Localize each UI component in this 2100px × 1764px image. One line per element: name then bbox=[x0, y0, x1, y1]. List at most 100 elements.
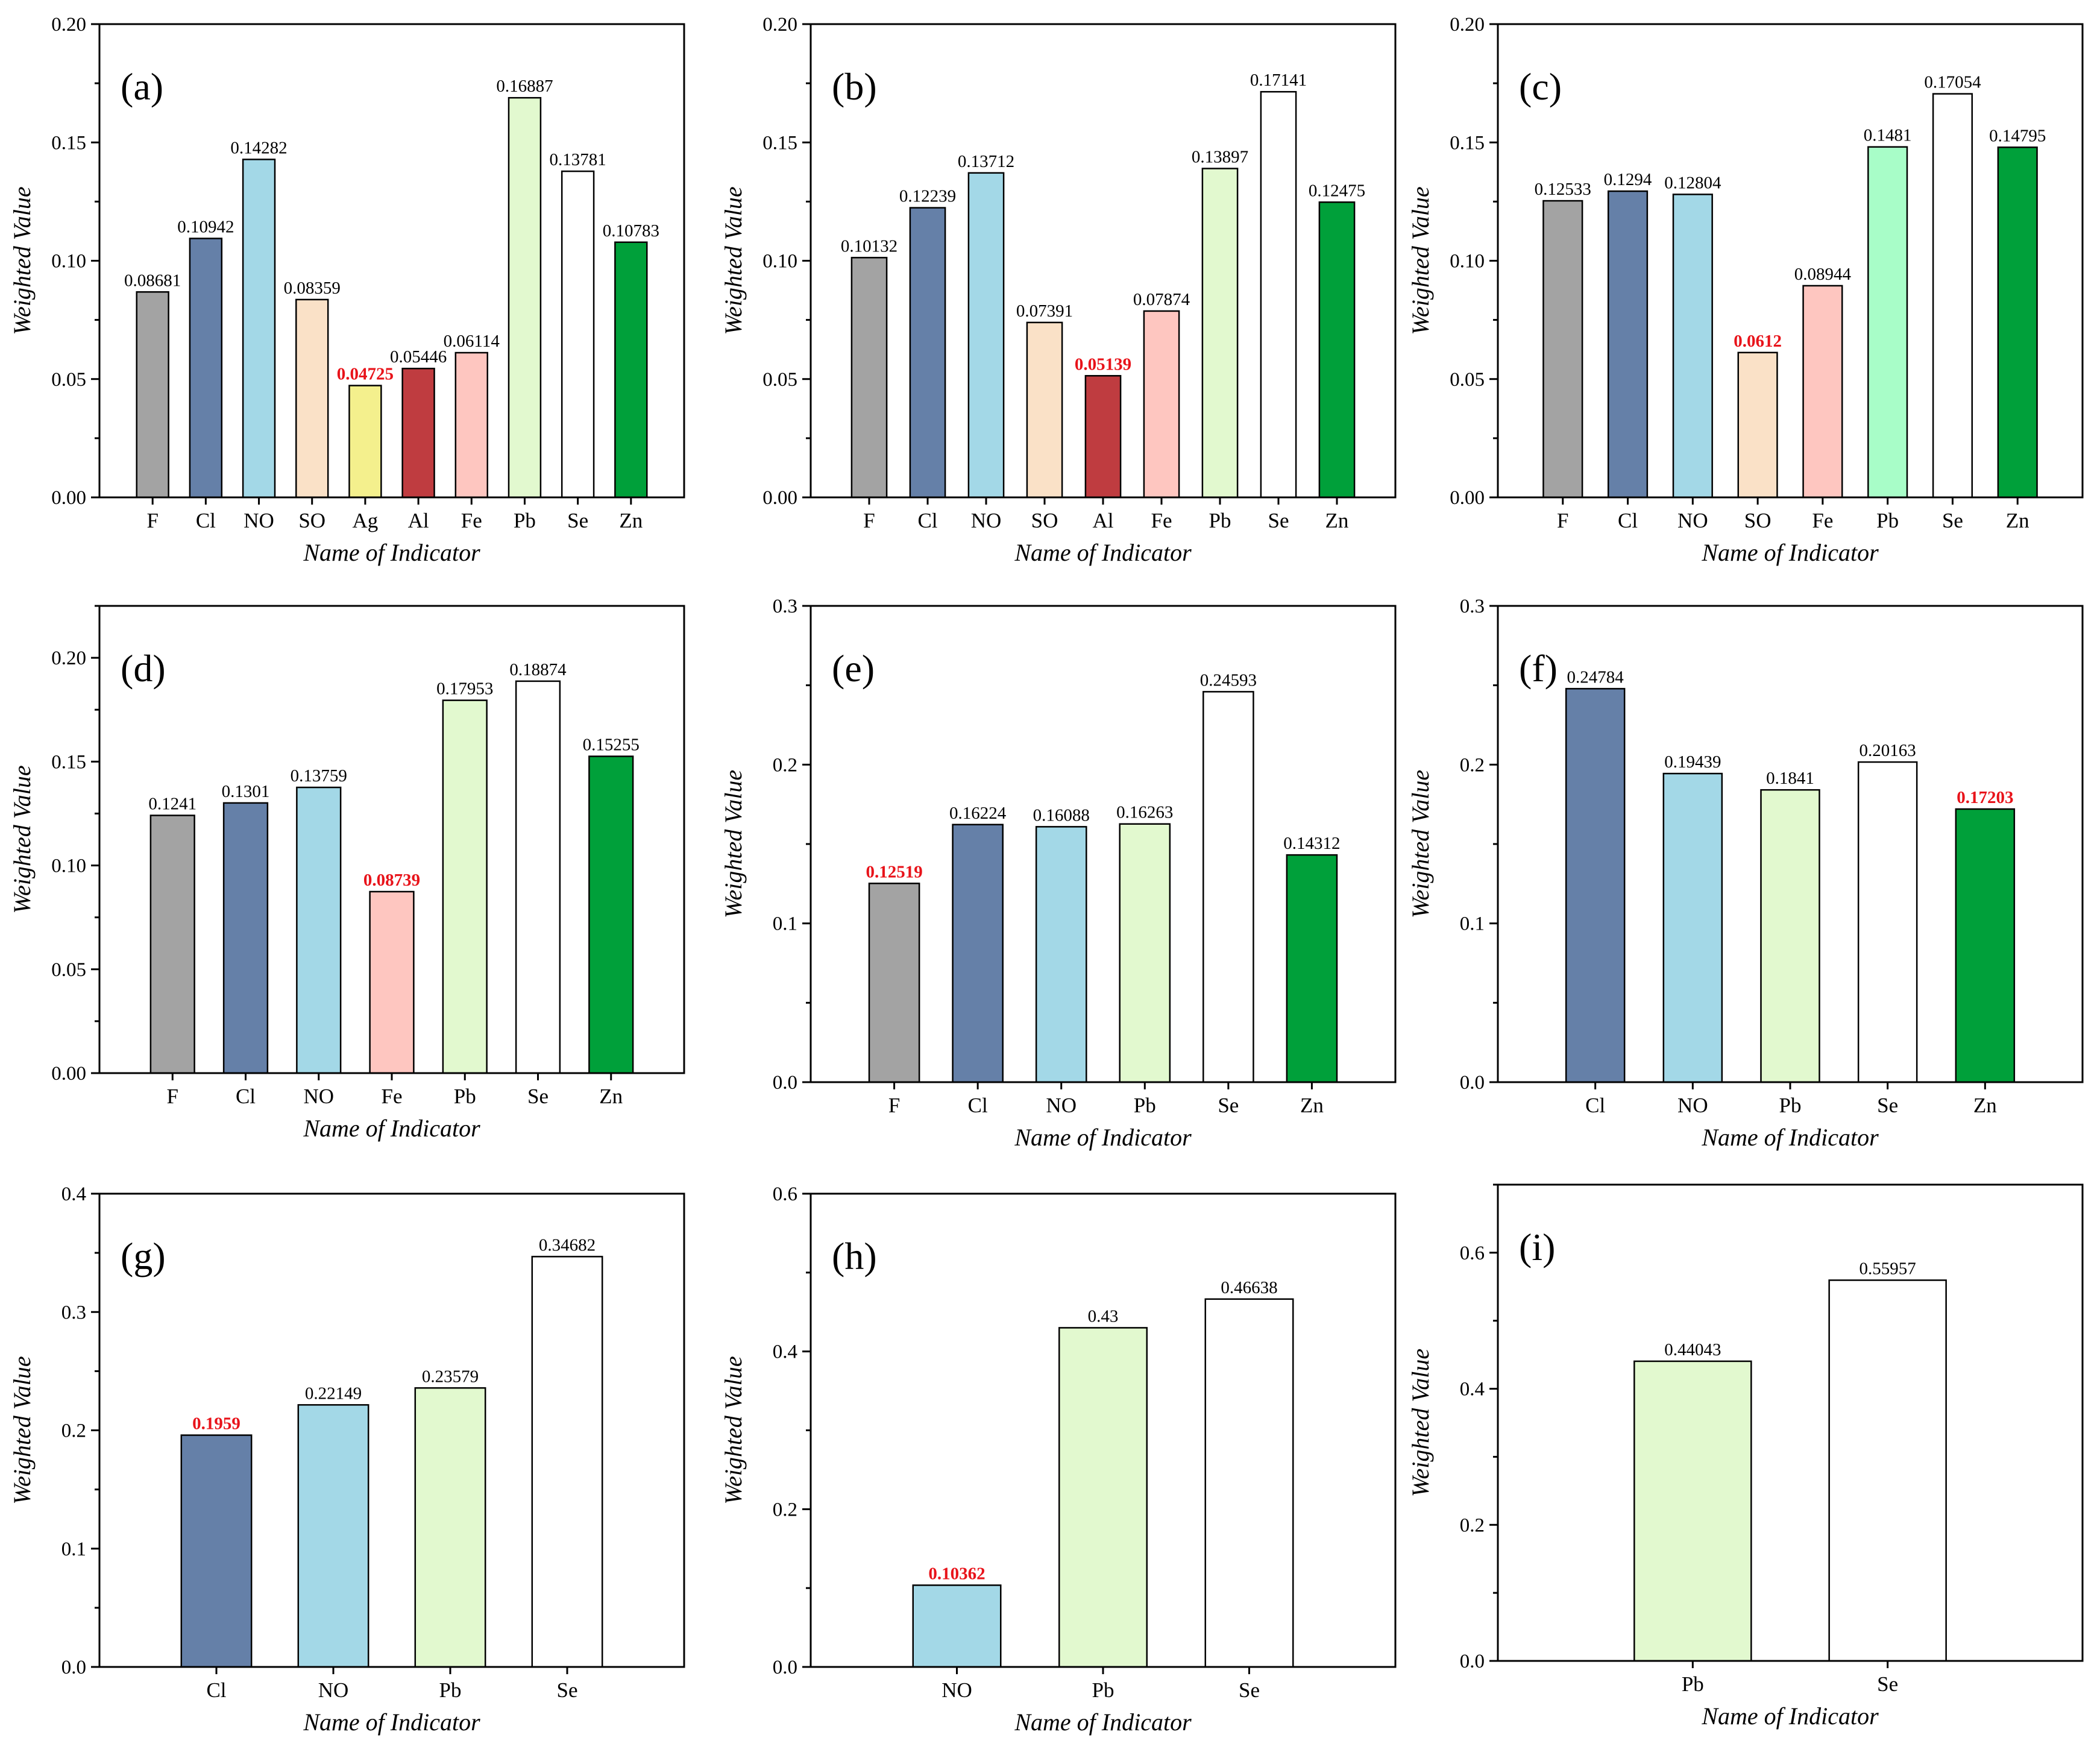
x-tick-label-e-no: NO bbox=[1046, 1094, 1077, 1117]
x-axis-title-h: Name of Indicator bbox=[1014, 1709, 1192, 1736]
plot-frame-c bbox=[1497, 23, 2084, 499]
x-tick-label-a-se: Se bbox=[567, 509, 588, 532]
y-tick-label-c-3: 0.15 bbox=[1450, 132, 1485, 154]
bar-d-no bbox=[296, 786, 342, 1074]
x-tick-label-d-pb: Pb bbox=[454, 1085, 476, 1108]
panel-label-b: (b) bbox=[832, 65, 877, 108]
value-label-a-ag: 0.04725 bbox=[337, 365, 394, 384]
bar-b-f bbox=[850, 257, 888, 499]
x-tick-label-e-zn: Zn bbox=[1300, 1094, 1324, 1117]
panel-label-g: (g) bbox=[121, 1235, 166, 1277]
bar-a-ag bbox=[348, 385, 382, 499]
x-tick-label-g-se: Se bbox=[557, 1678, 578, 1702]
y-tick-label-b-0: 0.00 bbox=[762, 487, 797, 509]
y-axis-title-i: Weighted Value bbox=[1407, 1349, 1434, 1497]
bar-a-se bbox=[561, 170, 595, 499]
plot-frame-g bbox=[98, 1192, 685, 1668]
bar-a-so bbox=[295, 298, 329, 499]
bar-a-cl bbox=[189, 238, 223, 499]
y-tick-label-h-2: 0.4 bbox=[773, 1341, 797, 1363]
y-tick-label-h-0: 0.0 bbox=[773, 1657, 797, 1678]
x-axis-title-i: Name of Indicator bbox=[1701, 1703, 1879, 1730]
plot-frame-d bbox=[98, 605, 685, 1074]
x-tick-label-h-pb: Pb bbox=[1092, 1678, 1114, 1702]
y-tick-label-b-4: 0.20 bbox=[762, 14, 797, 36]
y-tick-label-i-3: 0.6 bbox=[1460, 1243, 1485, 1264]
x-tick-label-c-pb: Pb bbox=[1876, 509, 1899, 532]
value-label-c-f: 0.12533 bbox=[1535, 180, 1591, 199]
x-tick-label-d-fe: Fe bbox=[382, 1085, 403, 1108]
y-tick-label-a-1: 0.05 bbox=[51, 369, 86, 391]
value-label-a-so: 0.08359 bbox=[284, 279, 341, 298]
value-label-a-f: 0.08681 bbox=[124, 271, 181, 290]
x-tick-label-a-cl: Cl bbox=[196, 509, 216, 532]
bar-b-al bbox=[1084, 375, 1122, 499]
x-tick-label-a-no: NO bbox=[244, 509, 274, 532]
bar-a-zn bbox=[614, 241, 648, 499]
value-label-h-no: 0.10362 bbox=[928, 1564, 985, 1583]
y-tick-label-c-1: 0.05 bbox=[1450, 369, 1485, 391]
y-tick-label-i-1: 0.2 bbox=[1460, 1514, 1485, 1536]
value-label-c-pb: 0.1481 bbox=[1864, 126, 1912, 145]
bar-g-cl bbox=[180, 1434, 253, 1668]
bar-f-cl bbox=[1565, 688, 1626, 1083]
bar-d-pb bbox=[442, 699, 488, 1074]
x-tick-label-f-pb: Pb bbox=[1779, 1094, 1802, 1117]
bar-b-pb bbox=[1201, 168, 1239, 499]
bar-d-f bbox=[149, 814, 195, 1074]
x-tick-label-d-zn: Zn bbox=[599, 1085, 623, 1108]
x-tick-label-a-zn: Zn bbox=[619, 509, 643, 532]
value-label-b-fe: 0.07874 bbox=[1133, 290, 1190, 309]
y-tick-label-a-0: 0.00 bbox=[51, 487, 86, 509]
value-label-b-zn: 0.12475 bbox=[1309, 181, 1365, 200]
y-tick-label-f-2: 0.2 bbox=[1460, 754, 1485, 776]
bar-a-fe bbox=[454, 351, 488, 499]
x-tick-label-g-cl: Cl bbox=[206, 1678, 226, 1702]
panel-label-i: (i) bbox=[1519, 1226, 1555, 1268]
bar-a-no bbox=[242, 159, 276, 499]
x-tick-label-f-no: NO bbox=[1677, 1094, 1708, 1117]
value-label-e-no: 0.16088 bbox=[1033, 805, 1090, 825]
x-tick-label-f-zn: Zn bbox=[1973, 1094, 1997, 1117]
y-tick-label-d-2: 0.10 bbox=[51, 855, 86, 877]
y-tick-label-f-3: 0.3 bbox=[1460, 596, 1485, 617]
bar-e-f bbox=[868, 883, 920, 1083]
y-tick-label-a-2: 0.10 bbox=[51, 251, 86, 272]
bar-e-zn bbox=[1286, 854, 1338, 1083]
x-tick-label-i-pb: Pb bbox=[1682, 1672, 1704, 1696]
bar-e-se bbox=[1202, 691, 1254, 1083]
x-tick-label-b-al: Al bbox=[1093, 509, 1114, 532]
x-tick-label-e-cl: Cl bbox=[968, 1094, 988, 1117]
value-label-c-no: 0.12804 bbox=[1664, 173, 1721, 192]
x-tick-label-g-pb: Pb bbox=[439, 1678, 462, 1702]
y-tick-label-c-4: 0.20 bbox=[1450, 14, 1485, 36]
value-label-a-pb: 0.16887 bbox=[496, 77, 553, 96]
bar-b-no bbox=[967, 172, 1005, 499]
x-tick-label-a-f: F bbox=[146, 509, 158, 532]
bar-e-no bbox=[1035, 826, 1087, 1083]
chart-panel-c: 0.12533 F 0.1294 Cl 0.12804 NO 0.0612 SO 0.08944… bbox=[1407, 14, 2084, 566]
bar-a-pb bbox=[508, 96, 542, 499]
x-tick-label-f-cl: Cl bbox=[1585, 1094, 1605, 1117]
bar-i-se bbox=[1828, 1279, 1947, 1662]
y-tick-label-i-2: 0.4 bbox=[1460, 1379, 1485, 1400]
y-tick-label-h-1: 0.2 bbox=[773, 1499, 797, 1520]
value-label-g-se: 0.34682 bbox=[539, 1235, 596, 1255]
y-tick-label-c-2: 0.10 bbox=[1450, 251, 1485, 272]
bar-c-cl bbox=[1607, 190, 1649, 499]
bar-f-se bbox=[1857, 761, 1918, 1083]
y-tick-label-f-0: 0.0 bbox=[1460, 1072, 1485, 1094]
value-label-h-se: 0.46638 bbox=[1221, 1278, 1277, 1297]
y-axis-title-d: Weighted Value bbox=[8, 765, 36, 913]
y-tick-label-g-1: 0.1 bbox=[61, 1539, 86, 1560]
y-tick-label-g-2: 0.2 bbox=[61, 1420, 86, 1442]
bar-d-zn bbox=[588, 755, 634, 1074]
value-label-i-pb: 0.44043 bbox=[1664, 1340, 1721, 1359]
bar-h-pb bbox=[1058, 1327, 1148, 1668]
bar-a-al bbox=[401, 367, 435, 499]
bar-b-fe bbox=[1143, 310, 1180, 499]
value-label-d-no: 0.13759 bbox=[291, 766, 347, 786]
x-tick-label-c-no: NO bbox=[1677, 509, 1708, 532]
y-axis-title-f: Weighted Value bbox=[1407, 770, 1434, 918]
bar-d-se bbox=[515, 680, 561, 1074]
